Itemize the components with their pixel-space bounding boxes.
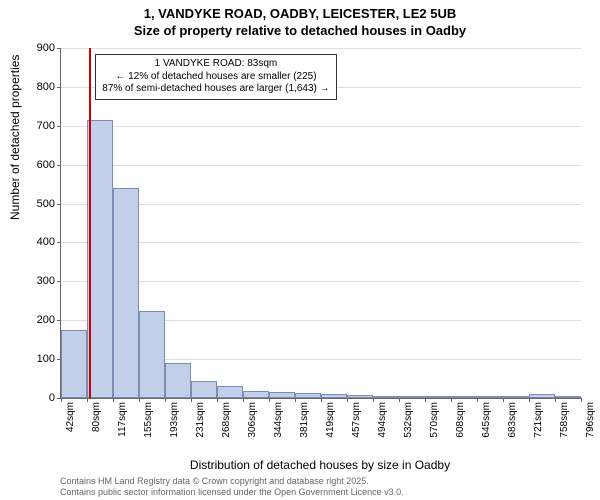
xtick-label: 645sqm <box>481 402 492 438</box>
histogram-bar <box>139 311 165 399</box>
ytick-label: 900 <box>37 42 55 54</box>
footer-line: Contains HM Land Registry data © Crown c… <box>60 476 404 487</box>
y-axis-label: Number of detached properties <box>8 55 22 220</box>
ytick-label: 400 <box>37 236 55 248</box>
ytick-label: 100 <box>37 353 55 365</box>
histogram-bar <box>373 396 399 398</box>
page-subtitle: Size of property relative to detached ho… <box>0 23 600 40</box>
ytick-mark <box>57 204 61 205</box>
footer-attribution: Contains HM Land Registry data © Crown c… <box>60 476 404 498</box>
ytick-label: 700 <box>37 120 55 132</box>
xtick-label: 419sqm <box>325 402 336 438</box>
ytick-mark <box>57 242 61 243</box>
grid-line <box>61 281 581 282</box>
histogram-bar <box>477 396 503 398</box>
xtick-label: 532sqm <box>403 402 414 438</box>
histogram-chart: 010020030040050060070080090042sqm80sqm11… <box>60 48 581 399</box>
histogram-bar <box>295 393 321 398</box>
histogram-bar <box>347 395 373 398</box>
x-axis-label: Distribution of detached houses by size … <box>60 458 580 472</box>
ytick-label: 600 <box>37 159 55 171</box>
xtick-mark <box>399 398 400 402</box>
xtick-label: 42sqm <box>65 402 76 432</box>
xtick-label: 457sqm <box>351 402 362 438</box>
xtick-label: 570sqm <box>429 402 440 438</box>
histogram-bar <box>243 391 269 398</box>
ytick-mark <box>57 48 61 49</box>
xtick-mark <box>269 398 270 402</box>
histogram-bar <box>451 396 477 398</box>
grid-line <box>61 126 581 127</box>
xtick-mark <box>243 398 244 402</box>
annotation-line: 1 VANDYKE ROAD: 83sqm <box>102 58 329 71</box>
annotation-line: 87% of semi-detached houses are larger (… <box>102 83 329 96</box>
xtick-label: 683sqm <box>507 402 518 438</box>
ytick-mark <box>57 165 61 166</box>
grid-line <box>61 48 581 49</box>
xtick-mark <box>373 398 374 402</box>
ytick-mark <box>57 87 61 88</box>
ytick-mark <box>57 281 61 282</box>
xtick-mark <box>347 398 348 402</box>
xtick-label: 796sqm <box>585 402 596 438</box>
ytick-label: 800 <box>37 81 55 93</box>
xtick-mark <box>581 398 582 402</box>
histogram-bar <box>503 396 529 398</box>
ytick-label: 200 <box>37 314 55 326</box>
xtick-mark <box>61 398 62 402</box>
histogram-bar <box>555 396 581 398</box>
footer-line: Contains public sector information licen… <box>60 487 404 498</box>
xtick-label: 721sqm <box>533 402 544 438</box>
xtick-mark <box>165 398 166 402</box>
property-marker-line <box>89 48 91 398</box>
xtick-label: 344sqm <box>273 402 284 438</box>
xtick-label: 155sqm <box>143 402 154 438</box>
xtick-mark <box>295 398 296 402</box>
histogram-bar <box>113 188 139 398</box>
xtick-label: 381sqm <box>299 402 310 438</box>
xtick-mark <box>87 398 88 402</box>
xtick-label: 193sqm <box>169 402 180 438</box>
xtick-label: 231sqm <box>195 402 206 438</box>
xtick-mark <box>529 398 530 402</box>
xtick-mark <box>451 398 452 402</box>
xtick-label: 268sqm <box>221 402 232 438</box>
grid-line <box>61 165 581 166</box>
histogram-bar <box>425 396 451 398</box>
ytick-label: 500 <box>37 198 55 210</box>
annotation-box: 1 VANDYKE ROAD: 83sqm← 12% of detached h… <box>95 54 336 100</box>
ytick-mark <box>57 126 61 127</box>
xtick-mark <box>139 398 140 402</box>
grid-line <box>61 204 581 205</box>
xtick-label: 80sqm <box>91 402 102 432</box>
histogram-bar <box>269 392 295 398</box>
page-title: 1, VANDYKE ROAD, OADBY, LEICESTER, LE2 5… <box>0 0 600 23</box>
ytick-label: 300 <box>37 275 55 287</box>
xtick-label: 608sqm <box>455 402 466 438</box>
xtick-mark <box>477 398 478 402</box>
xtick-mark <box>217 398 218 402</box>
xtick-label: 117sqm <box>117 402 128 437</box>
xtick-label: 306sqm <box>247 402 258 438</box>
histogram-bar <box>399 396 425 398</box>
xtick-mark <box>113 398 114 402</box>
xtick-label: 494sqm <box>377 402 388 438</box>
xtick-label: 758sqm <box>559 402 570 438</box>
histogram-bar <box>217 386 243 398</box>
histogram-bar <box>321 394 347 398</box>
xtick-mark <box>191 398 192 402</box>
grid-line <box>61 242 581 243</box>
histogram-bar <box>165 363 191 398</box>
xtick-mark <box>503 398 504 402</box>
ytick-label: 0 <box>49 392 55 404</box>
annotation-line: ← 12% of detached houses are smaller (22… <box>102 71 329 84</box>
ytick-mark <box>57 320 61 321</box>
histogram-bar <box>529 394 555 398</box>
xtick-mark <box>321 398 322 402</box>
xtick-mark <box>425 398 426 402</box>
histogram-bar <box>191 381 217 399</box>
xtick-mark <box>555 398 556 402</box>
histogram-bar <box>61 330 87 398</box>
